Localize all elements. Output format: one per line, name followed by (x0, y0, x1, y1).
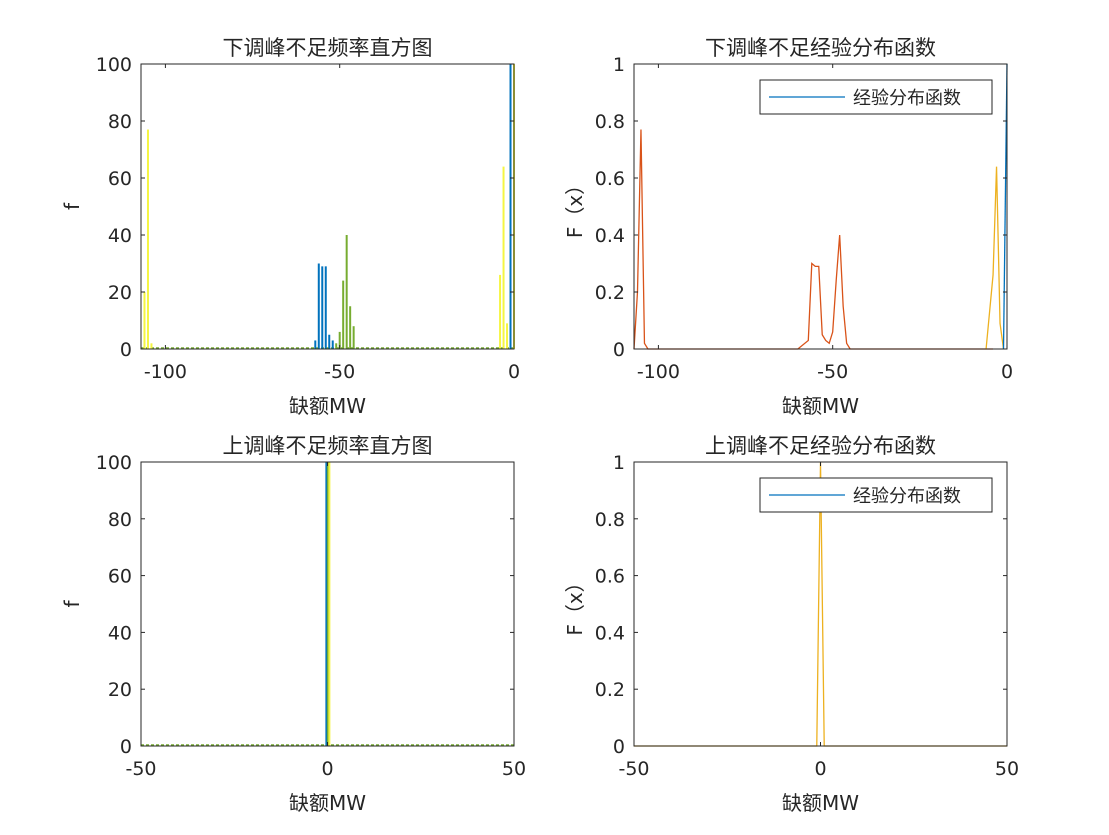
y-tick-label: 100 (96, 54, 132, 76)
y-tick-label: 20 (108, 679, 132, 701)
y-tick-label: 1 (613, 452, 625, 474)
bar-s2-5 (352, 326, 355, 349)
bar-s2-2 (342, 280, 345, 349)
bar-s1-1 (317, 263, 320, 349)
y-tick-label: 40 (108, 622, 132, 644)
y-tick-label: 20 (108, 282, 132, 304)
legend: 经验分布函数 (759, 477, 993, 513)
bar-s1-0 (326, 462, 329, 746)
x-tick-label: 0 (508, 361, 520, 383)
x-tick-label: -100 (637, 361, 680, 383)
x-axis-title: 缺额MW (782, 791, 859, 815)
y-tick-label: 80 (108, 509, 132, 531)
y-tick-label: 40 (108, 225, 132, 247)
legend-label: 经验分布函数 (853, 88, 961, 109)
y-axis-title: f (60, 202, 84, 210)
bar-s0-1 (146, 129, 149, 349)
y-tick-label: 0.8 (595, 111, 625, 133)
x-tick-label: -100 (144, 361, 187, 383)
chart-title: 上调峰不足经验分布函数 (705, 434, 936, 458)
y-axis-title: F（x） (563, 572, 587, 635)
legend-label: 经验分布函数 (853, 486, 961, 507)
bar-s1-2 (321, 266, 324, 349)
y-tick-label: 0 (120, 339, 132, 361)
x-tick-label: -50 (324, 361, 355, 383)
y-tick-label: 0.6 (595, 168, 625, 190)
x-tick-label: 0 (1001, 361, 1013, 383)
bar-s1-0 (314, 340, 317, 349)
x-axis-title: 缺额MW (289, 791, 366, 815)
y-tick-label: 0 (613, 736, 625, 758)
y-tick-label: 0.4 (595, 622, 625, 644)
y-tick-label: 60 (108, 566, 132, 588)
x-tick-label: 0 (321, 758, 333, 780)
bar-s2-3 (345, 235, 348, 349)
bar-s2-4 (349, 306, 352, 349)
bar-s0-4 (502, 166, 505, 349)
y-tick-label: 60 (108, 168, 132, 190)
x-tick-label: -50 (125, 758, 156, 780)
chart-title: 下调峰不足经验分布函数 (705, 36, 936, 60)
chart-title: 上调峰不足频率直方图 (223, 434, 433, 458)
plot-area (141, 64, 514, 349)
x-tick-label: 50 (995, 758, 1019, 780)
bar-s0-3 (499, 274, 502, 349)
x-axis-title: 缺额MW (782, 394, 859, 418)
y-tick-label: 0.2 (595, 282, 625, 304)
x-tick-label: 50 (502, 758, 526, 780)
bar-s1-5 (331, 340, 334, 349)
x-tick-label: -50 (618, 758, 649, 780)
x-tick-label: 0 (814, 758, 826, 780)
y-tick-label: 80 (108, 111, 132, 133)
y-tick-label: 0 (120, 736, 132, 758)
y-tick-label: 0.8 (595, 509, 625, 531)
bar-s1-4 (328, 334, 331, 349)
y-tick-label: 1 (613, 54, 625, 76)
bar-s2-1 (338, 331, 341, 349)
bar-s1-3 (324, 266, 327, 349)
subplot-p4: -50 0 5000.20.40.60.81上调峰不足经验分布函数缺额MWF（x）经… (563, 434, 1019, 815)
data-layer (633, 63, 1008, 350)
x-axis-title: 缺额MW (289, 394, 366, 418)
chart-title: 下调峰不足频率直方图 (223, 36, 433, 60)
y-tick-label: 100 (96, 452, 132, 474)
axes-frame (633, 63, 1008, 350)
bar-s1-6 (509, 64, 512, 349)
bar-s0-0 (143, 292, 146, 349)
legend: 经验分布函数 (759, 79, 993, 115)
x-tick-label: -50 (817, 361, 848, 383)
series-line-2 (1002, 63, 1008, 350)
series-line-0 (633, 129, 994, 350)
bar-s0-0 (325, 462, 328, 746)
axes-frame (140, 63, 515, 350)
y-tick-label: 0 (613, 339, 625, 361)
y-axis-title: F（x） (563, 175, 587, 238)
bar-s2-0 (328, 462, 331, 746)
series-line-1 (985, 166, 1005, 350)
y-axis-title: f (60, 600, 84, 608)
bar-s0-2 (150, 343, 153, 349)
y-tick-label: 0.2 (595, 679, 625, 701)
bar-s0-5 (506, 323, 509, 349)
y-tick-label: 0.4 (595, 225, 625, 247)
bar-s2-0 (335, 343, 338, 349)
y-tick-label: 0.6 (595, 566, 625, 588)
